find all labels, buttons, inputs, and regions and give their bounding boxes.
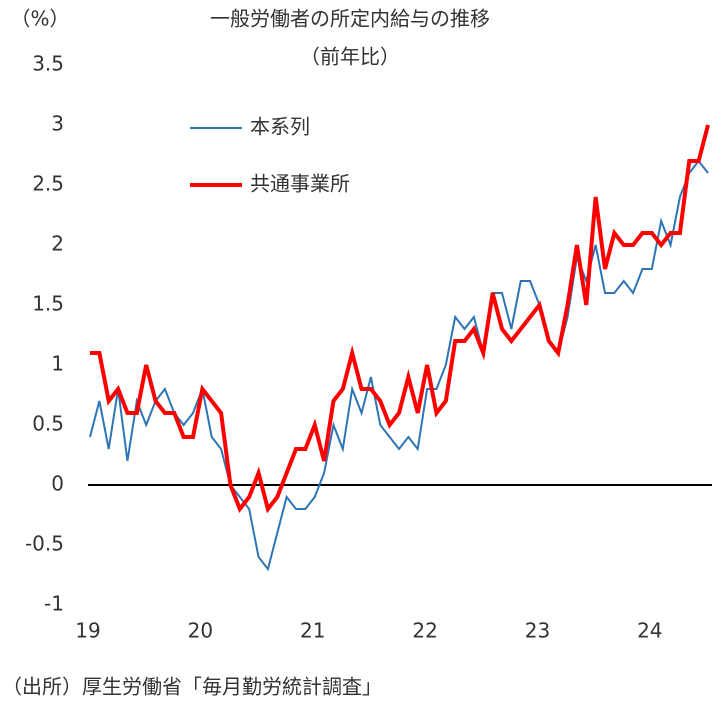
y-tick-label: 1.5 bbox=[32, 292, 64, 316]
chart-title: 一般労働者の所定内給与の推移 bbox=[210, 7, 490, 31]
y-tick-label: 0.5 bbox=[32, 412, 64, 436]
series-line bbox=[89, 159, 709, 572]
source-note: （出所）厚生労働省「毎月勤労統計調査」 bbox=[2, 675, 382, 699]
x-tick-label: 20 bbox=[188, 619, 213, 643]
x-tick-label: 22 bbox=[412, 619, 437, 643]
legend-label: 本系列 bbox=[250, 115, 310, 139]
y-tick-label: 2 bbox=[51, 232, 64, 256]
x-tick-label: 19 bbox=[75, 619, 100, 643]
x-tick-label: 23 bbox=[525, 619, 550, 643]
legend-label: 共通事業所 bbox=[250, 172, 350, 196]
y-tick-label: 2.5 bbox=[32, 172, 64, 196]
y-axis-label: （%） bbox=[10, 7, 69, 31]
y-tick-label: 1 bbox=[51, 352, 64, 376]
x-tick-label: 21 bbox=[300, 619, 325, 643]
y-tick-label: 0 bbox=[51, 472, 64, 496]
y-tick-label: 3.5 bbox=[32, 52, 64, 76]
y-tick-label: -1 bbox=[44, 592, 64, 616]
series-line bbox=[90, 124, 710, 514]
chart-subtitle: （前年比） bbox=[300, 45, 400, 69]
y-tick-label: -0.5 bbox=[25, 532, 64, 556]
y-tick-label: 3 bbox=[51, 112, 64, 136]
x-tick-label: 24 bbox=[637, 619, 662, 643]
